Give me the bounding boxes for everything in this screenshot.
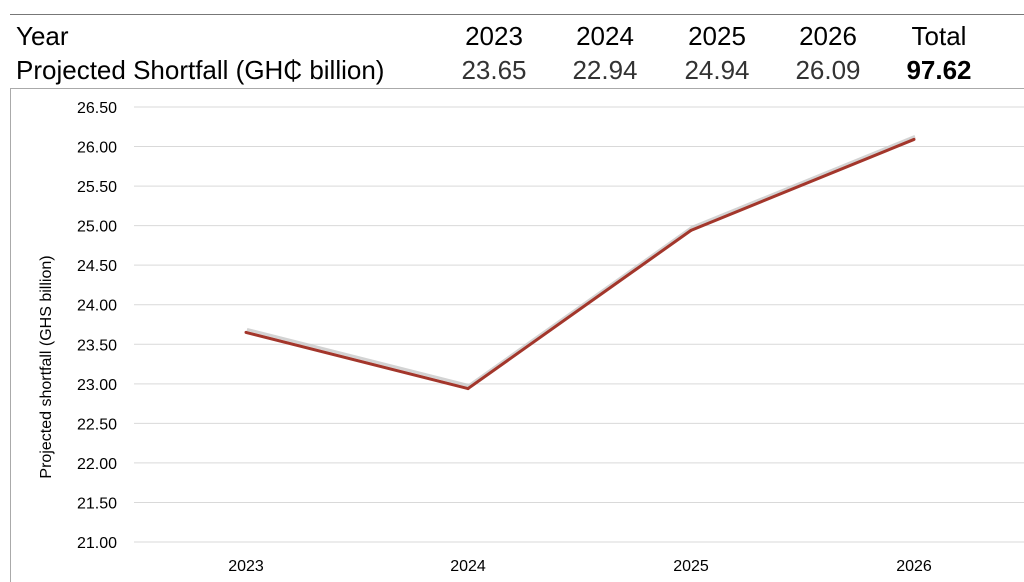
- x-tick-label: 2024: [450, 558, 486, 575]
- y-tick-label: 23.00: [77, 377, 117, 394]
- y-tick-label: 25.50: [77, 179, 117, 196]
- table-header-row: Year 2023 2024 2025 2026 Total: [10, 19, 1024, 53]
- series-line-shadow: [246, 135, 916, 388]
- value-cell: 26.09: [795, 55, 861, 85]
- y-tick-label: 21.50: [77, 495, 117, 512]
- year-cell: 2025: [688, 21, 746, 51]
- row-label: Projected Shortfall (GH₵ billion): [16, 55, 385, 85]
- data-table: Year 2023 2024 2025 2026 Total Projected…: [10, 14, 1024, 87]
- year-cell: 2023: [465, 21, 523, 51]
- year-cell: 2024: [576, 21, 634, 51]
- x-tick-label: 2023: [228, 558, 264, 575]
- series-group: [244, 135, 916, 391]
- gridlines: [134, 106, 1024, 543]
- header-label: Year: [16, 21, 69, 51]
- y-tick-label: 26.00: [77, 140, 117, 157]
- y-tick-labels: 21.00 21.50 22.00 22.50 23.00 23.50 24.00 24.50…: [77, 100, 117, 552]
- y-tick-label: 26.50: [77, 100, 117, 117]
- total-header: Total: [911, 21, 967, 51]
- x-tick-label: 2026: [896, 558, 932, 575]
- y-axis-label: Projected shortfall (GHS billion): [38, 255, 55, 478]
- value-cell: 23.65: [461, 55, 527, 85]
- value-cell: 24.94: [684, 55, 750, 85]
- data-point: [689, 228, 693, 232]
- y-tick-label: 22.50: [77, 416, 117, 433]
- y-tick-label: 21.00: [77, 535, 117, 552]
- y-tick-label: 24.50: [77, 258, 117, 275]
- data-point: [244, 330, 248, 334]
- y-tick-label: 22.00: [77, 456, 117, 473]
- year-cell: 2026: [799, 21, 857, 51]
- series-line: [245, 138, 915, 391]
- line-chart: 21.00 21.50 22.00 22.50 23.00 23.50 24.00 24.50…: [38, 100, 1024, 575]
- x-tick-labels: 2023 2024 2025 2026: [228, 558, 932, 575]
- chart-frame: 21.00 21.50 22.00 22.50 23.00 23.50 24.00 24.50…: [10, 88, 1024, 582]
- data-point: [466, 387, 470, 391]
- data-point: [912, 137, 916, 141]
- table-value-row: Projected Shortfall (GH₵ billion) 23.65 …: [10, 53, 1024, 87]
- y-tick-label: 23.50: [77, 337, 117, 354]
- value-cell: 22.94: [572, 55, 638, 85]
- total-value: 97.62: [906, 55, 972, 85]
- y-tick-label: 25.00: [77, 219, 117, 236]
- x-tick-label: 2025: [673, 558, 709, 575]
- y-tick-label: 24.00: [77, 298, 117, 315]
